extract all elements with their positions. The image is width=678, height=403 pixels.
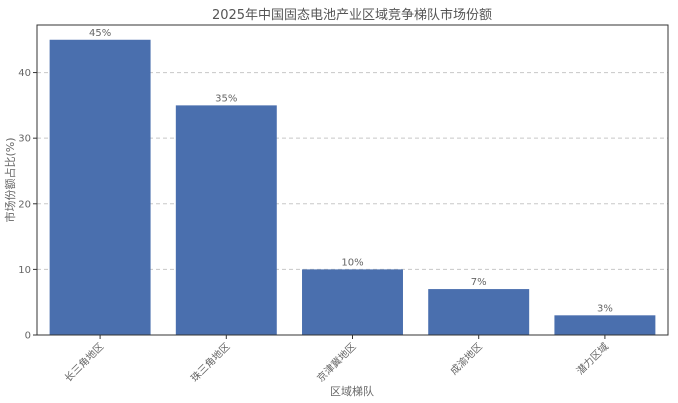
y-axis-ticks: 0 10 20 30 40 <box>18 68 37 342</box>
data-label: 7% <box>471 277 487 288</box>
x-axis-ticks: 长三角地区 珠三角地区 京津冀地区 成渝地区 潜力区域 <box>62 335 611 384</box>
x-tick-label: 长三角地区 <box>62 340 107 385</box>
bar <box>428 289 530 335</box>
data-label: 45% <box>89 28 111 39</box>
bar <box>175 105 277 336</box>
data-label: 35% <box>215 93 237 104</box>
y-tick-label: 10 <box>18 265 31 276</box>
bar <box>49 39 151 336</box>
bar <box>554 315 656 335</box>
y-tick-label: 0 <box>25 331 31 342</box>
x-tick-label: 珠三角地区 <box>188 340 233 385</box>
bars <box>49 39 656 336</box>
x-tick-label: 潜力区域 <box>574 340 611 377</box>
y-tick-label: 20 <box>18 199 31 210</box>
bar <box>302 269 403 335</box>
data-label: 3% <box>597 303 613 314</box>
y-tick-label: 40 <box>18 68 31 79</box>
y-tick-label: 30 <box>18 134 31 145</box>
data-labels: 45% 35% 10% 7% 3% <box>89 28 613 315</box>
x-axis-label: 区域梯队 <box>330 384 374 398</box>
chart-title: 2025年中国固态电池产业区域竞争梯队市场份额 <box>212 7 492 23</box>
data-label: 10% <box>341 257 363 268</box>
x-tick-label: 成渝地区 <box>447 340 484 377</box>
y-axis-label: 市场份额占比(%) <box>3 137 17 222</box>
x-tick-label: 京津冀地区 <box>314 340 359 385</box>
